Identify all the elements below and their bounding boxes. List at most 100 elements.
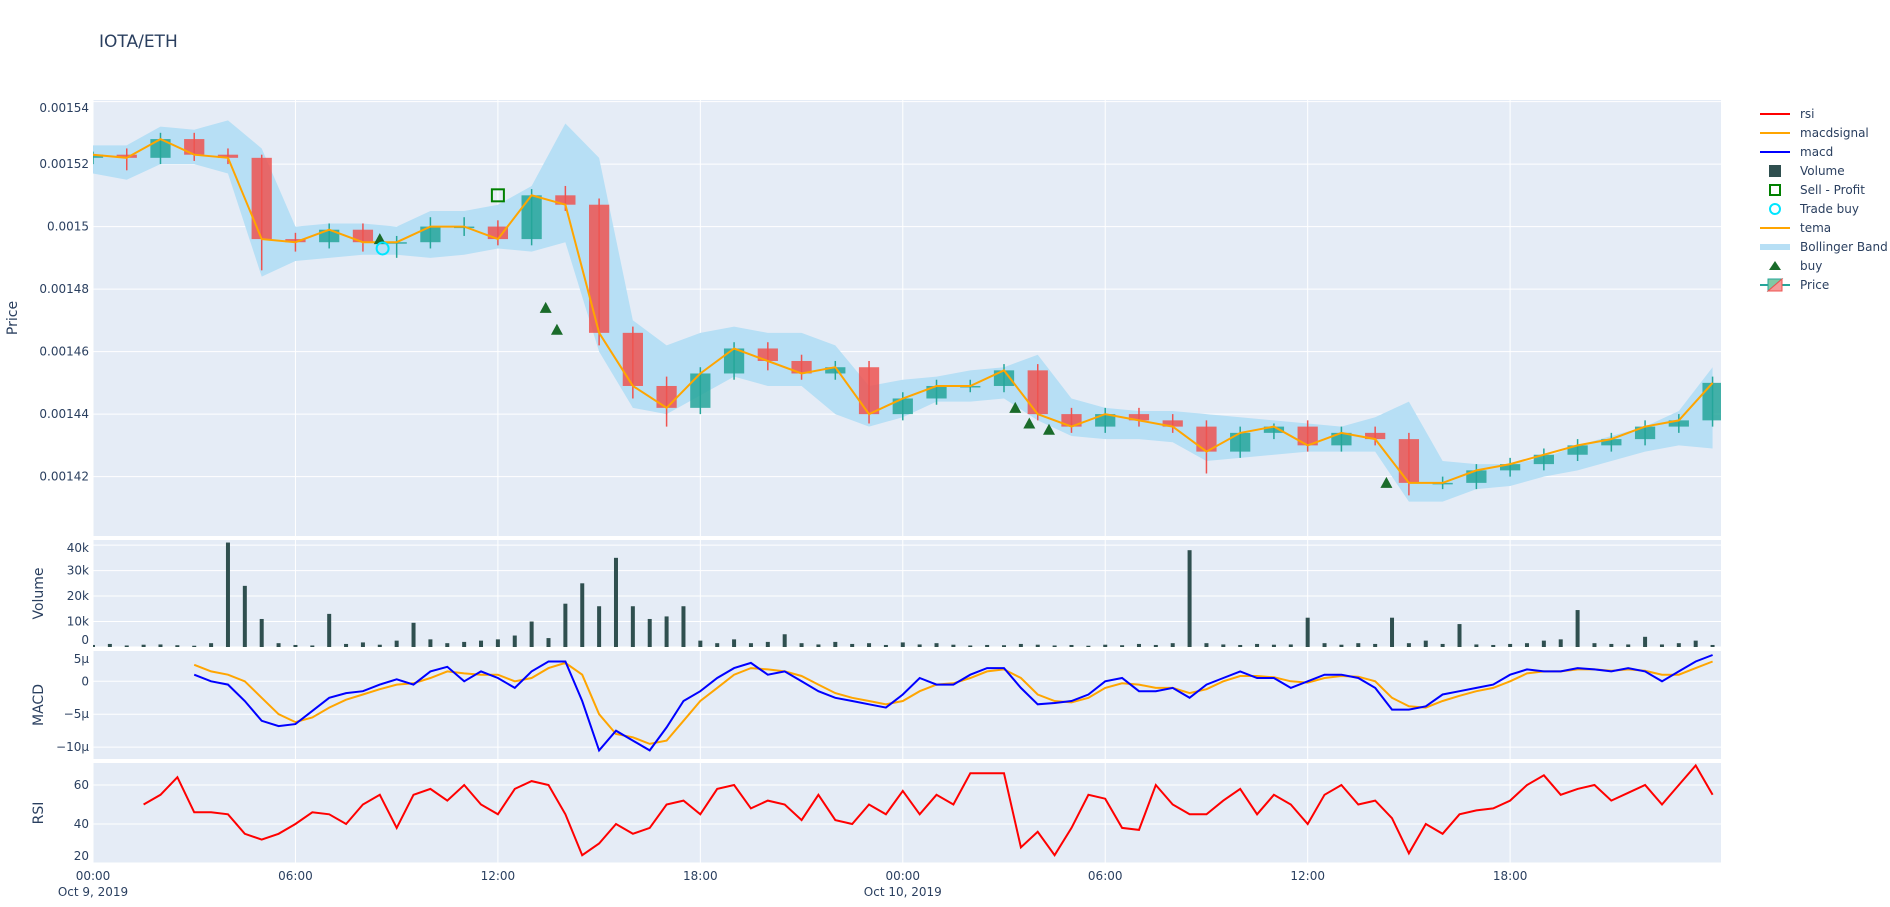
volume-bar bbox=[1255, 643, 1260, 647]
volume-bar bbox=[1390, 617, 1395, 647]
xtick-label: 12:00 bbox=[481, 869, 516, 883]
volume-bar bbox=[1187, 550, 1192, 647]
legend-label: rsi bbox=[1800, 107, 1815, 121]
candle-body bbox=[1331, 432, 1352, 446]
candle-body bbox=[588, 204, 610, 333]
volume-bar bbox=[816, 644, 821, 647]
legend-item[interactable]: Bollinger Band bbox=[1760, 240, 1888, 254]
xtick-label: 06:00 bbox=[278, 869, 313, 883]
rsi-ytick-label: 20 bbox=[74, 849, 89, 863]
candle-body bbox=[656, 385, 677, 408]
volume-bar bbox=[259, 618, 264, 647]
volume-bar bbox=[681, 606, 686, 647]
tema-line bbox=[93, 137, 1714, 484]
candle-body bbox=[993, 370, 1015, 386]
volume-bar bbox=[951, 644, 956, 647]
volume-bar bbox=[1002, 645, 1007, 647]
volume-bar bbox=[1373, 643, 1378, 647]
volume-bar bbox=[1288, 644, 1293, 647]
volume-bar bbox=[1524, 643, 1529, 647]
volume-plot-area bbox=[93, 540, 1721, 647]
legend-triangle-icon bbox=[1769, 261, 1781, 270]
volume-bar bbox=[445, 643, 450, 647]
candle-body bbox=[926, 385, 947, 399]
rsi-plot-area bbox=[93, 763, 1721, 863]
volume-bar bbox=[1356, 643, 1361, 647]
volume-bar bbox=[124, 645, 129, 647]
volume-bar bbox=[833, 641, 838, 647]
legend-item[interactable]: buy bbox=[1769, 259, 1822, 273]
volume-bar bbox=[765, 641, 770, 647]
buy-marker bbox=[1380, 476, 1393, 488]
volume-bar bbox=[1170, 643, 1175, 647]
legend-item[interactable]: macd bbox=[1760, 145, 1833, 159]
candle-body bbox=[690, 373, 711, 408]
volume-bar bbox=[158, 644, 163, 647]
price-axis-title: Price bbox=[5, 301, 21, 335]
volume-bar bbox=[1322, 643, 1327, 647]
legend-item[interactable]: macdsignal bbox=[1760, 126, 1869, 140]
volume-bar bbox=[1693, 640, 1698, 647]
volume-bar bbox=[192, 645, 197, 647]
volume-bar bbox=[310, 645, 315, 647]
buy-marker bbox=[550, 323, 563, 335]
legend-item[interactable]: Sell - Profit bbox=[1769, 183, 1865, 197]
volume-bar bbox=[209, 643, 214, 647]
legend-band-icon bbox=[1760, 244, 1790, 250]
candle-body bbox=[723, 348, 745, 374]
volume-bar bbox=[107, 643, 112, 647]
xtick-label: 18:00 bbox=[683, 869, 718, 883]
volume-bar bbox=[93, 644, 95, 647]
volume-bar bbox=[698, 640, 703, 647]
candle-body bbox=[487, 226, 509, 240]
candle-body bbox=[1533, 454, 1554, 465]
volume-axis-title: Volume bbox=[31, 567, 47, 619]
candle-body bbox=[1263, 426, 1285, 433]
candle-body bbox=[791, 360, 812, 374]
candle-body bbox=[1230, 432, 1251, 452]
candle-body bbox=[1398, 439, 1420, 483]
volume-bar bbox=[985, 644, 990, 647]
legend-item[interactable]: Trade buy bbox=[1769, 202, 1859, 216]
volume-ytick-label: 20k bbox=[67, 589, 89, 603]
volume-bar bbox=[1491, 644, 1496, 647]
volume-bar bbox=[1575, 610, 1580, 647]
candle-body bbox=[1702, 382, 1721, 421]
volume-bar bbox=[850, 643, 855, 647]
volume-bar bbox=[1204, 643, 1209, 647]
xtick-label: 12:00 bbox=[1290, 869, 1325, 883]
volume-bar bbox=[1508, 643, 1513, 647]
volume-bar bbox=[968, 645, 973, 647]
candle-body bbox=[1601, 439, 1622, 446]
volume-layer bbox=[93, 542, 1715, 647]
buy-marker bbox=[1042, 423, 1055, 435]
volume-bar bbox=[1052, 645, 1057, 647]
buy-marker bbox=[1009, 401, 1022, 413]
macdsignal-line bbox=[193, 660, 1713, 745]
xtick-sublabel: Oct 9, 2019 bbox=[58, 885, 128, 899]
price-ytick-label: 0.00146 bbox=[39, 345, 89, 359]
candle-body bbox=[825, 367, 846, 374]
volume-bar bbox=[293, 644, 298, 647]
volume-bar bbox=[900, 642, 905, 647]
volume-bar bbox=[1238, 644, 1243, 647]
legend-item[interactable]: rsi bbox=[1760, 107, 1815, 121]
volume-bar bbox=[1558, 639, 1563, 647]
volume-bar bbox=[529, 621, 534, 647]
xtick-label: 06:00 bbox=[1088, 869, 1123, 883]
rsi-axis-title: RSI bbox=[31, 802, 47, 825]
trade-buy-marker bbox=[375, 241, 390, 256]
candle-body bbox=[1365, 432, 1386, 440]
volume-bar bbox=[462, 641, 467, 647]
volume-bar bbox=[360, 642, 365, 647]
volume-bar bbox=[225, 542, 230, 647]
macd-axis-title: MACD bbox=[31, 684, 47, 726]
legend-item[interactable]: Volume bbox=[1769, 164, 1845, 178]
candle-body bbox=[1162, 420, 1183, 427]
legend-item[interactable]: Price bbox=[1760, 277, 1829, 293]
price-ytick-label: 0.00144 bbox=[39, 407, 89, 421]
volume-bar bbox=[1018, 643, 1023, 647]
candle-body bbox=[1128, 414, 1150, 421]
candle-body bbox=[521, 195, 542, 240]
legend-item[interactable]: tema bbox=[1760, 221, 1831, 235]
